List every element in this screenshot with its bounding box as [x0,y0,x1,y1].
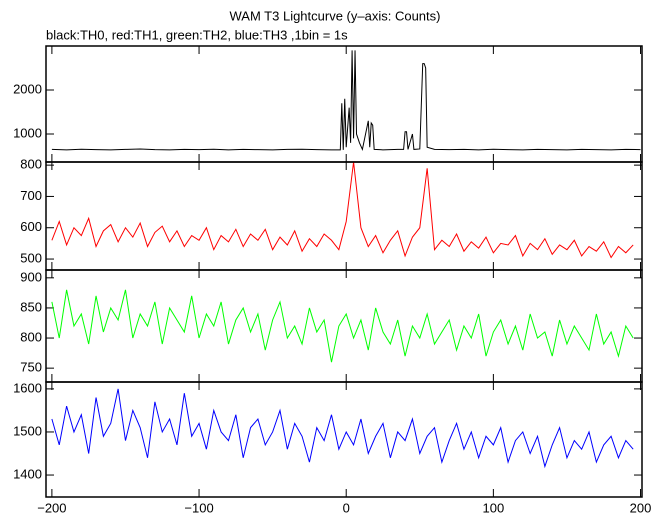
x-tick-label: −100 [184,500,213,515]
x-tick-label: 0 [343,500,350,515]
y-tick-label: 2000 [13,81,42,96]
series-line [51,50,641,152]
panel-frame [45,269,643,383]
y-tick-label: 1000 [13,125,42,140]
y-tick-label: 900 [20,269,42,284]
y-tick-label: 500 [20,250,42,265]
x-tick-label: 100 [483,500,505,515]
panel-frame [45,45,643,163]
x-tick-label: 200 [630,500,652,515]
y-tick-label: 600 [20,219,42,234]
x-tick-label: −200 [37,500,66,515]
y-tick-label: 750 [20,360,42,375]
series-line [51,161,634,259]
y-tick-label: 850 [20,299,42,314]
y-tick-label: 800 [20,329,42,344]
chart-title: WAM T3 Lightcurve (y–axis: Counts) [230,8,441,23]
y-tick-label: 1500 [13,423,42,438]
y-tick-label: 800 [20,157,42,172]
panel-frame [45,381,643,498]
y-tick-label: 700 [20,188,42,203]
chart-subtitle: black:TH0, red:TH1, green:TH2, blue:TH3 … [46,27,348,42]
series-line [51,289,634,363]
series-line [51,388,634,469]
y-tick-label: 1600 [13,380,42,395]
y-tick-label: 1400 [13,466,42,481]
